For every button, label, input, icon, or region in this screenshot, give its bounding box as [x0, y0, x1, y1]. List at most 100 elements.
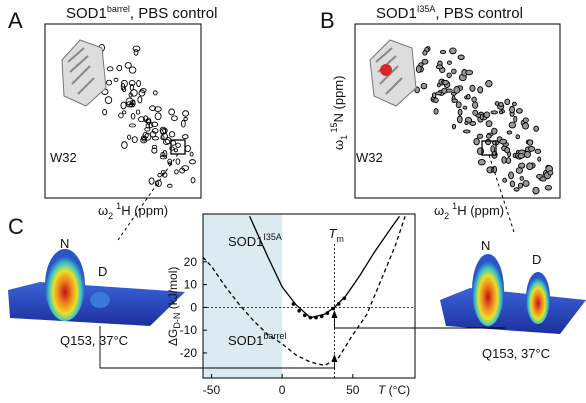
data-point — [325, 311, 330, 315]
nmr-peak — [509, 105, 516, 114]
x-axis-main: T — [378, 383, 387, 397]
nmr-peak — [121, 110, 127, 115]
data-point — [297, 309, 301, 313]
nmr-peak — [517, 182, 524, 189]
nmr-peak — [513, 115, 518, 123]
nmr-peak — [473, 138, 480, 146]
connector — [333, 316, 505, 329]
nmr-peak — [485, 133, 492, 139]
surface-caption: Q153, 37°C — [60, 333, 128, 348]
nmr-peak — [513, 187, 520, 192]
nmr-peak — [469, 84, 476, 92]
arrowhead — [331, 310, 338, 318]
connector — [117, 153, 179, 241]
x-axis-label: ω21H (ppm) — [434, 201, 504, 221]
surface-peak — [90, 292, 110, 308]
nmr-peak — [502, 177, 508, 183]
nmr-peak — [522, 180, 530, 187]
surface-peak — [526, 272, 550, 324]
data-point — [342, 296, 347, 301]
nmr-peak — [446, 72, 452, 79]
mutation-site — [380, 64, 392, 76]
nmr-peak — [153, 90, 158, 96]
spectrum-frame — [354, 23, 561, 199]
nmr-peak — [504, 98, 511, 106]
x-axis-label: T (°C) — [378, 383, 410, 397]
nmr-peak — [151, 121, 159, 128]
nmr-peak — [124, 62, 132, 69]
nmr-peak — [472, 101, 479, 109]
nmr-peak — [127, 134, 132, 140]
data-point — [336, 302, 341, 306]
nmr-peak — [451, 123, 457, 130]
nmr-peak — [466, 93, 471, 100]
nmr-peak — [433, 108, 439, 115]
panel-title: SOD1barrel, PBS control — [66, 4, 217, 22]
nmr-peak — [476, 147, 485, 156]
surface-peak — [472, 254, 504, 326]
series-label: SOD1I35A — [228, 232, 282, 249]
series-name: SOD1 — [228, 234, 263, 249]
nmr-peak — [518, 162, 526, 169]
nmr-peak — [455, 101, 462, 109]
nmr-peak — [184, 145, 191, 153]
tm-label: Tm — [328, 226, 343, 244]
nmr-peak — [128, 66, 137, 74]
nmr-peak — [145, 123, 150, 129]
nmr-peak — [131, 136, 138, 144]
nmr-peak — [118, 112, 124, 119]
peak-label: W32 — [356, 150, 383, 165]
nmr-peak — [167, 158, 173, 165]
nmr-peak — [151, 128, 159, 134]
peak-d-label: D — [98, 264, 107, 279]
protein-structure — [369, 39, 417, 107]
nmr-peak — [144, 119, 151, 124]
peak-label: W32 — [50, 150, 77, 165]
nmr-peak — [138, 116, 145, 123]
x-tick-label: 0 — [279, 383, 286, 397]
x-axis-label: ω21H (ppm) — [98, 201, 168, 221]
series-sup: barrel — [263, 331, 286, 341]
series-label: SOD1barrel — [228, 331, 286, 348]
nmr-peak — [167, 183, 173, 188]
nmr-peak — [499, 138, 508, 145]
nmr-peak — [137, 96, 143, 104]
nmr-peak — [151, 136, 159, 141]
nmr-peak — [524, 150, 531, 159]
plot-frame — [202, 213, 416, 379]
nmr-peak — [484, 138, 492, 146]
nmr-peak — [506, 130, 513, 135]
y-axis-label: ω115N (ppm) — [329, 76, 349, 150]
nmr-peak — [106, 66, 114, 72]
nmr-peak — [183, 116, 188, 122]
nmr-peak — [442, 79, 449, 86]
series-sup: I35A — [263, 232, 282, 242]
nmr-peak — [422, 50, 428, 56]
nmr-peak — [151, 144, 158, 149]
arrowhead — [331, 354, 338, 362]
nmr-peak — [457, 54, 465, 60]
spectrum-peaks — [406, 46, 554, 195]
nmr-peak — [128, 123, 136, 128]
nmr-peak — [539, 176, 547, 182]
nmr-peak — [181, 134, 189, 140]
nmr-peak — [136, 79, 142, 88]
curve — [249, 215, 400, 319]
nmr-peak — [469, 120, 477, 126]
nmr-peak — [532, 186, 540, 195]
nmr-peak — [522, 122, 529, 130]
nmr-peak — [421, 58, 429, 65]
nmr-peak — [162, 150, 168, 158]
nmr-peak — [445, 88, 453, 93]
nmr-peak — [505, 157, 512, 164]
nmr-peak — [499, 110, 503, 115]
nmr-peak — [121, 141, 128, 149]
nmr-peak — [129, 83, 134, 91]
nmr-peak — [519, 176, 524, 181]
nmr-peak — [456, 115, 463, 124]
nmr-peak — [436, 82, 441, 88]
nmr-peak — [508, 171, 515, 180]
nmr-peak — [465, 69, 474, 76]
tm-main: T — [328, 226, 337, 241]
nmr-peak — [492, 165, 498, 174]
